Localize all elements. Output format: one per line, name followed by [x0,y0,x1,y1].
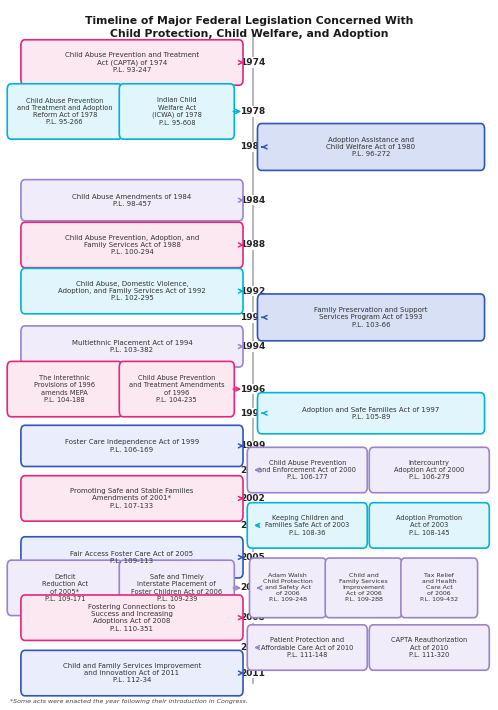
FancyBboxPatch shape [21,476,243,521]
Text: 2010: 2010 [241,643,265,652]
Text: CAPTA Reauthorization
Act of 2010
P.L. 111-320: CAPTA Reauthorization Act of 2010 P.L. 1… [391,638,468,657]
Text: Adoption Assistance and
Child Welfare Act of 1980
P.L. 96-272: Adoption Assistance and Child Welfare Ac… [327,137,415,157]
Text: 1996: 1996 [241,385,265,393]
Text: Fostering Connections to
Success and Increasing
Adoptions Act of 2008
P.L. 110-3: Fostering Connections to Success and Inc… [89,604,175,632]
FancyBboxPatch shape [21,268,243,314]
FancyBboxPatch shape [21,425,243,466]
Text: Multiethnic Placement Act of 1994
P.L. 103-382: Multiethnic Placement Act of 1994 P.L. 1… [72,340,192,353]
Text: Deficit
Reduction Act
of 2005*
P.L. 109-171: Deficit Reduction Act of 2005* P.L. 109-… [42,574,88,602]
FancyBboxPatch shape [7,84,123,139]
Text: 1992: 1992 [241,287,265,295]
FancyBboxPatch shape [401,558,478,618]
Text: Family Preservation and Support
Services Program Act of 1993
P.L. 103-66: Family Preservation and Support Services… [314,307,428,327]
FancyBboxPatch shape [249,558,326,618]
Text: Child Abuse Prevention
and Enforcement Act of 2000
P.L. 106-177: Child Abuse Prevention and Enforcement A… [258,460,356,480]
Text: *Some acts were enacted the year following their introduction in Congress.: *Some acts were enacted the year followi… [10,699,248,704]
FancyBboxPatch shape [120,84,235,139]
FancyBboxPatch shape [21,222,243,268]
FancyBboxPatch shape [21,40,243,85]
FancyBboxPatch shape [247,447,368,493]
FancyBboxPatch shape [369,447,489,493]
Text: Keeping Children and
Families Safe Act of 2003
P.L. 108-36: Keeping Children and Families Safe Act o… [265,515,350,535]
FancyBboxPatch shape [21,537,243,578]
Text: Adoption and Safe Families Act of 1997
P.L. 105-89: Adoption and Safe Families Act of 1997 P… [302,407,440,420]
Text: 1988: 1988 [241,241,265,249]
FancyBboxPatch shape [369,503,489,548]
Text: 1980: 1980 [241,143,265,151]
Text: 1974: 1974 [241,58,265,67]
Text: 1994: 1994 [241,342,265,351]
Text: 2003: 2003 [241,521,265,530]
FancyBboxPatch shape [120,560,235,616]
FancyBboxPatch shape [257,124,485,170]
Text: Child Abuse Prevention, Adoption, and
Family Services Act of 1988
P.L. 100-294: Child Abuse Prevention, Adoption, and Fa… [65,235,199,255]
Text: 1978: 1978 [241,107,265,116]
Text: 1993: 1993 [241,313,265,322]
FancyBboxPatch shape [257,294,485,341]
Text: Safe and Timely
Interstate Placement of
Foster Children Act of 2006
P.L. 109-239: Safe and Timely Interstate Placement of … [131,574,222,602]
Text: Adoption Promotion
Act of 2003
P.L. 108-145: Adoption Promotion Act of 2003 P.L. 108-… [396,515,462,535]
Text: Intercountry
Adoption Act of 2000
P.L. 106-279: Intercountry Adoption Act of 2000 P.L. 1… [394,460,465,480]
FancyBboxPatch shape [21,326,243,367]
Text: Child Abuse Prevention and Treatment
Act (CAPTA) of 1974
P.L. 93-247: Child Abuse Prevention and Treatment Act… [65,52,199,73]
Text: 1984: 1984 [241,196,265,204]
FancyBboxPatch shape [325,558,402,618]
Text: Adam Walsh
Child Protection
and Safety Act
of 2006
P.L. 109-248: Adam Walsh Child Protection and Safety A… [263,574,313,602]
FancyBboxPatch shape [369,625,489,670]
Text: Indian Child
Welfare Act
(ICWA) of 1978
P.L. 95-608: Indian Child Welfare Act (ICWA) of 1978 … [152,97,202,126]
FancyBboxPatch shape [21,650,243,696]
Text: 1999: 1999 [241,442,265,450]
Text: Foster Care Independence Act of 1999
P.L. 106-169: Foster Care Independence Act of 1999 P.L… [65,439,199,452]
Text: Tax Relief
and Health
Care Act
of 2006
P.L. 109-432: Tax Relief and Health Care Act of 2006 P… [420,574,458,602]
FancyBboxPatch shape [7,361,123,417]
FancyBboxPatch shape [21,595,243,640]
FancyBboxPatch shape [247,503,368,548]
Text: Timeline of Major Federal Legislation Concerned With
Child Protection, Child Wel: Timeline of Major Federal Legislation Co… [85,16,413,39]
Text: Child Abuse Prevention
and Treatment and Adoption
Reform Act of 1978
P.L. 95-266: Child Abuse Prevention and Treatment and… [17,97,113,126]
Text: 2000: 2000 [241,466,265,474]
FancyBboxPatch shape [247,625,368,670]
Text: Child Abuse Prevention
and Treatment Amendments
of 1996
P.L. 104-235: Child Abuse Prevention and Treatment Ame… [129,375,225,403]
FancyBboxPatch shape [257,393,485,434]
Text: The Interethnic
Provisions of 1996
amends MEPA
P.L. 104-188: The Interethnic Provisions of 1996 amend… [34,375,95,403]
Text: Patient Protection and
Affordable Care Act of 2010
P.L. 111-148: Patient Protection and Affordable Care A… [261,638,354,657]
Text: 2006: 2006 [241,584,265,592]
Text: 2005: 2005 [241,553,265,562]
Text: Child and
Family Services
Improvement
Act of 2006
P.L. 109-288: Child and Family Services Improvement Ac… [339,574,388,602]
Text: 2002: 2002 [241,494,265,503]
Text: 1997: 1997 [241,409,265,417]
Text: 2011: 2011 [241,669,265,677]
FancyBboxPatch shape [120,361,235,417]
FancyBboxPatch shape [21,180,243,221]
Text: Child and Family Services Improvement
and Innovation Act of 2011
P.L. 112-34: Child and Family Services Improvement an… [63,663,201,683]
Text: Fair Access Foster Care Act of 2005
P.L. 109-113: Fair Access Foster Care Act of 2005 P.L.… [70,551,194,564]
Text: 2008: 2008 [241,613,265,622]
FancyBboxPatch shape [7,560,123,616]
Text: Child Abuse, Domestic Violence,
Adoption, and Family Services Act of 1992
P.L. 1: Child Abuse, Domestic Violence, Adoption… [58,281,206,301]
Text: Promoting Safe and Stable Families
Amendments of 2001*
P.L. 107-133: Promoting Safe and Stable Families Amend… [70,488,194,508]
Text: Child Abuse Amendments of 1984
P.L. 98-457: Child Abuse Amendments of 1984 P.L. 98-4… [72,194,192,207]
